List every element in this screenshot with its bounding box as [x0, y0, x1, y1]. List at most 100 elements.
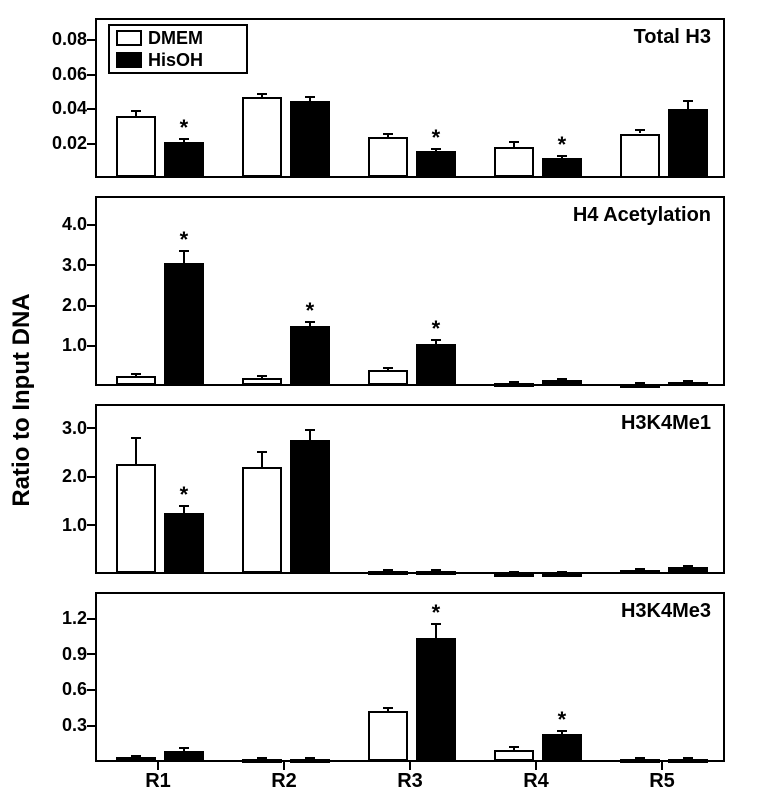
x-tick-mark [661, 762, 663, 770]
y-tick-label: 0.9 [37, 644, 87, 665]
error-cap [683, 380, 693, 382]
bar [368, 571, 408, 575]
y-tick-mark [87, 39, 95, 41]
error-cap [305, 96, 315, 98]
significance-star: * [558, 134, 567, 156]
x-tick-mark [535, 762, 537, 770]
significance-star: * [558, 709, 567, 731]
panel-title: H3K4Me1 [621, 412, 711, 435]
y-tick-label: 0.3 [37, 715, 87, 736]
error-bar [261, 452, 263, 467]
y-tick-label: 0.06 [37, 64, 87, 85]
error-cap [683, 565, 693, 567]
y-tick-label: 0.02 [37, 133, 87, 154]
error-cap [179, 747, 189, 749]
figure: Ratio to Input DNA Total H3***0.020.040.… [0, 0, 760, 799]
y-tick-mark [87, 653, 95, 655]
error-cap [431, 569, 441, 571]
bar [290, 326, 330, 386]
panel-title: Total H3 [634, 26, 711, 49]
bar [164, 513, 204, 574]
bar [620, 384, 660, 388]
panel-title: H3K4Me3 [621, 600, 711, 623]
bar [416, 571, 456, 575]
bar [368, 137, 408, 178]
y-tick-mark [87, 725, 95, 727]
error-cap [635, 382, 645, 384]
x-tick-label: R3 [397, 770, 423, 793]
error-cap [635, 757, 645, 759]
x-tick-label: R4 [523, 770, 549, 793]
y-tick-mark [87, 74, 95, 76]
bar [164, 142, 204, 177]
x-tick-mark [283, 762, 285, 770]
y-tick-mark [87, 143, 95, 145]
significance-star: * [180, 484, 189, 506]
error-cap [383, 133, 393, 135]
bar [668, 382, 708, 386]
bar [416, 638, 456, 761]
y-tick-label: 4.0 [37, 214, 87, 235]
y-tick-label: 3.0 [37, 255, 87, 276]
error-cap [635, 129, 645, 131]
bar [620, 759, 660, 763]
chart-panel: H4 Acetylation*** [95, 196, 725, 386]
bar [620, 134, 660, 178]
x-tick-mark [157, 762, 159, 770]
bar [668, 567, 708, 573]
error-cap [383, 569, 393, 571]
y-tick-mark [87, 264, 95, 266]
x-tick-mark [409, 762, 411, 770]
error-cap [683, 757, 693, 759]
y-tick-label: 2.0 [37, 295, 87, 316]
legend-swatch [116, 52, 142, 68]
y-tick-label: 0.6 [37, 679, 87, 700]
bar [242, 467, 282, 574]
bar [416, 151, 456, 178]
y-tick-label: 1.0 [37, 335, 87, 356]
bar [542, 573, 582, 577]
bar [494, 573, 534, 577]
x-tick-label: R2 [271, 770, 297, 793]
significance-star: * [180, 229, 189, 251]
bar [542, 158, 582, 178]
error-cap [257, 375, 267, 377]
error-cap [305, 429, 315, 431]
bar [164, 263, 204, 385]
bar [668, 109, 708, 177]
error-bar [183, 251, 185, 263]
error-cap [383, 707, 393, 709]
error-cap [557, 378, 567, 380]
bar [116, 376, 156, 386]
error-cap [635, 568, 645, 570]
bar [668, 759, 708, 763]
error-cap [131, 755, 141, 757]
significance-star: * [180, 117, 189, 139]
y-tick-mark [87, 689, 95, 691]
error-cap [509, 746, 519, 748]
significance-star: * [432, 602, 441, 624]
error-cap [509, 381, 519, 383]
y-tick-label: 1.0 [37, 515, 87, 536]
error-bar [435, 624, 437, 638]
y-tick-label: 2.0 [37, 466, 87, 487]
bar [164, 751, 204, 762]
y-tick-mark [87, 524, 95, 526]
y-tick-label: 3.0 [37, 418, 87, 439]
error-cap [509, 141, 519, 143]
bar [242, 378, 282, 386]
chart-panel: H3K4Me1 * [95, 404, 725, 574]
bar [494, 147, 534, 177]
bar [494, 750, 534, 762]
error-bar [309, 430, 311, 440]
error-bar [183, 506, 185, 513]
y-tick-mark [87, 224, 95, 226]
bar [542, 734, 582, 761]
error-cap [557, 571, 567, 573]
error-cap [305, 757, 315, 759]
y-tick-mark [87, 345, 95, 347]
error-cap [131, 110, 141, 112]
chart-panel: H3K4Me3 * * [95, 592, 725, 762]
y-tick-mark [87, 108, 95, 110]
y-tick-mark [87, 618, 95, 620]
